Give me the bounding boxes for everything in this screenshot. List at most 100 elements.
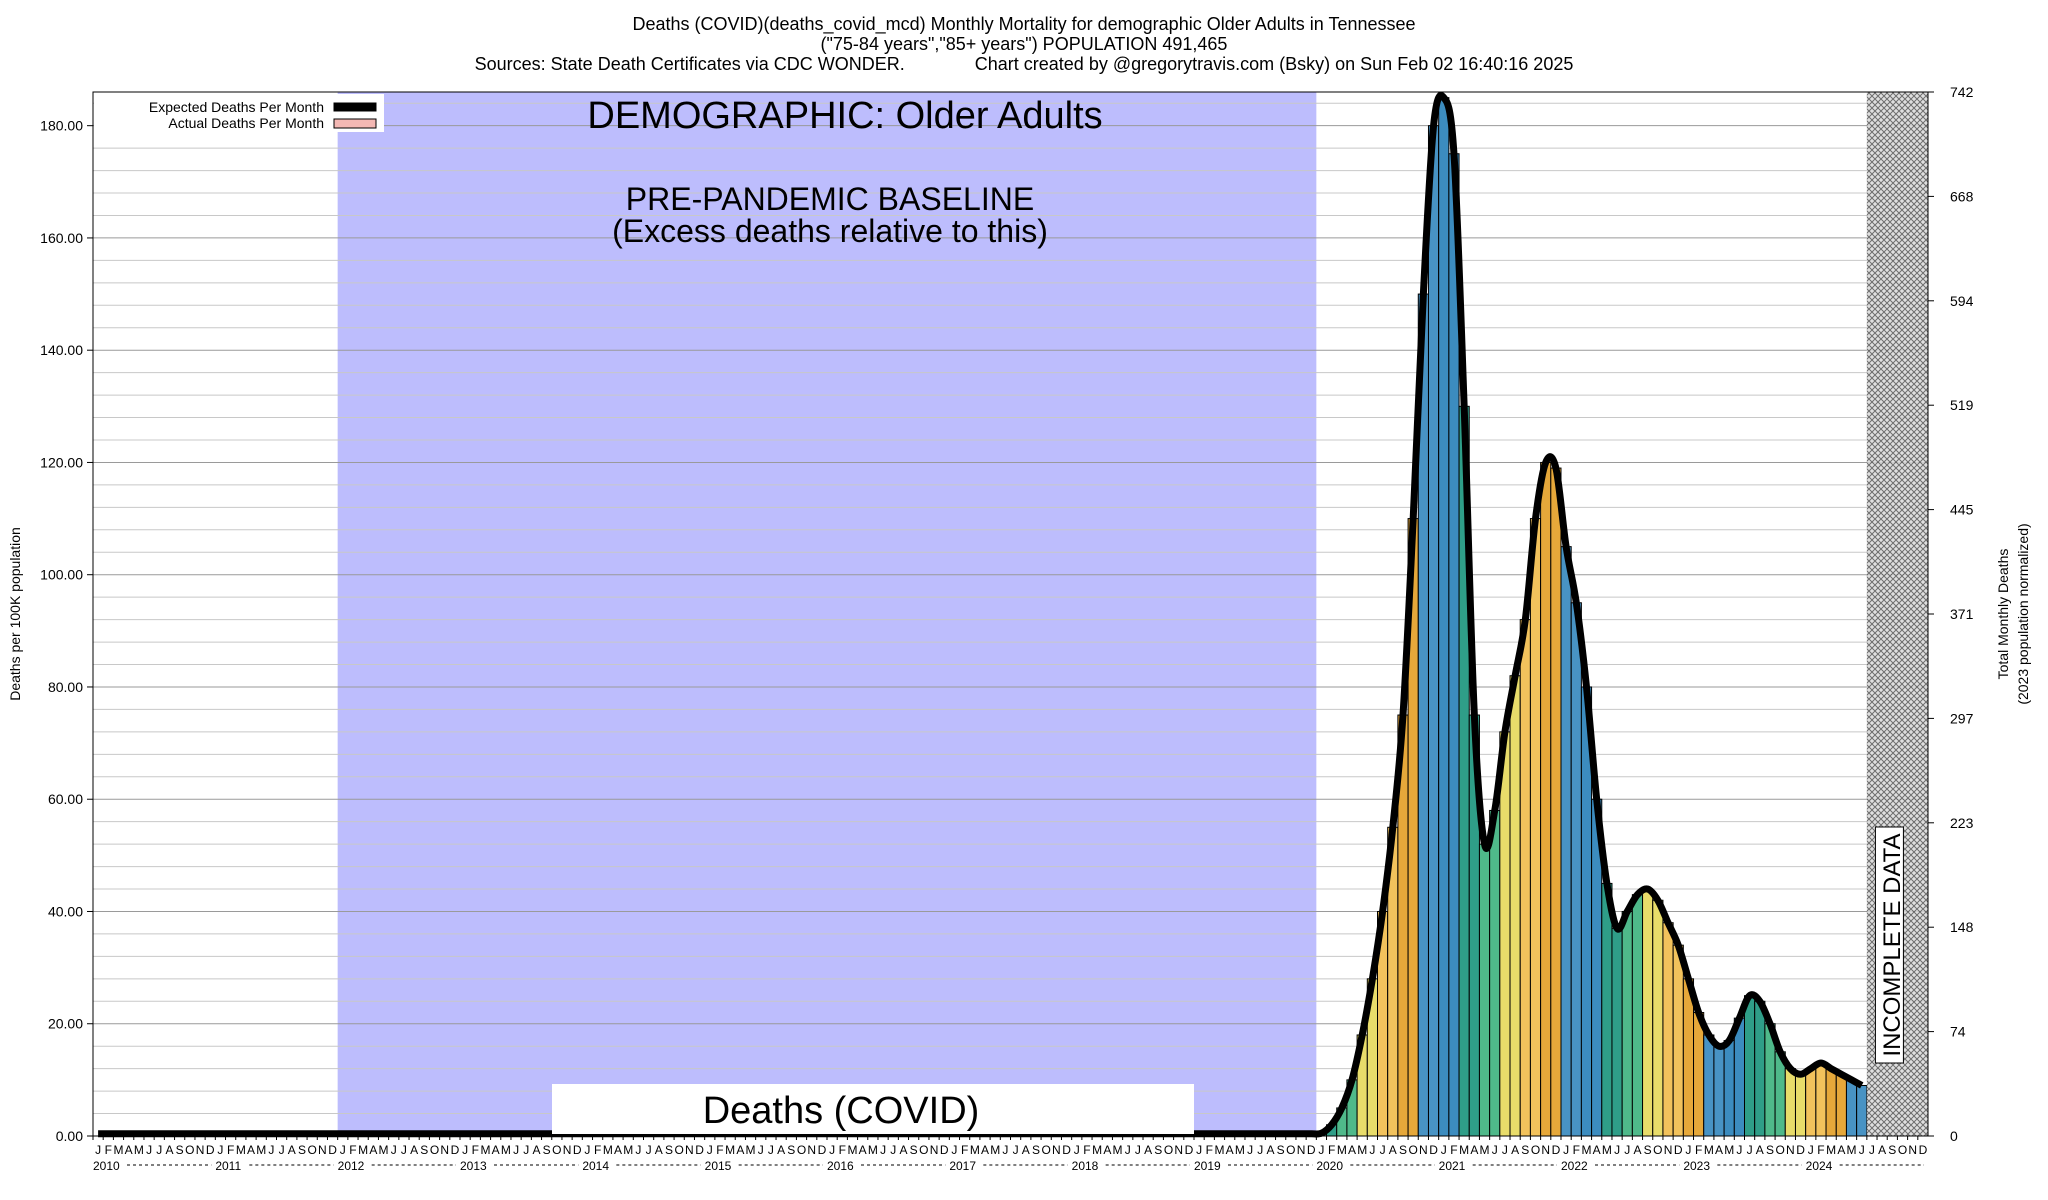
y2-tick-label: 371 xyxy=(1950,606,1974,622)
month-label: F xyxy=(716,1143,723,1157)
month-label: M xyxy=(603,1143,613,1157)
year-label: 2017 xyxy=(949,1159,976,1173)
month-label: A xyxy=(1878,1143,1886,1157)
month-label: O xyxy=(919,1143,928,1157)
month-label: M xyxy=(1113,1143,1123,1157)
month-label: A xyxy=(1266,1143,1274,1157)
bar xyxy=(1693,1012,1705,1137)
month-label: M xyxy=(868,1143,878,1157)
month-label: N xyxy=(563,1143,572,1157)
incomplete-label-box xyxy=(1874,826,1904,1064)
y2-axis-label: Total Monthly Deaths xyxy=(1995,549,2011,680)
bar xyxy=(1835,1073,1847,1137)
month-label: D xyxy=(940,1143,949,1157)
month-label: O xyxy=(1164,1143,1173,1157)
month-label: J xyxy=(1257,1143,1263,1157)
y2-tick-label: 668 xyxy=(1950,188,1974,204)
month-label: M xyxy=(1214,1143,1224,1157)
month-label: D xyxy=(328,1143,337,1157)
month-label: S xyxy=(1032,1143,1040,1157)
month-label: S xyxy=(1154,1143,1162,1157)
month-label: M xyxy=(134,1143,144,1157)
demographic-title: DEMOGRAPHIC: Older Adults xyxy=(587,95,1102,137)
month-label: N xyxy=(196,1143,205,1157)
month-label: M xyxy=(1235,1143,1245,1157)
month-label: F xyxy=(349,1143,356,1157)
month-label: J xyxy=(1002,1143,1008,1157)
month-label: M xyxy=(379,1143,389,1157)
month-label: A xyxy=(655,1143,663,1157)
year-label: 2013 xyxy=(460,1159,487,1173)
bar xyxy=(1560,546,1572,1137)
y2-tick-label: 519 xyxy=(1950,397,1974,413)
month-label: M xyxy=(623,1143,633,1157)
month-label: N xyxy=(807,1143,816,1157)
month-label: N xyxy=(1174,1143,1183,1157)
y2-tick-label: 0 xyxy=(1950,1128,1958,1144)
month-label: N xyxy=(685,1143,694,1157)
month-label: F xyxy=(105,1143,112,1157)
bar xyxy=(1805,1068,1817,1137)
bar xyxy=(1601,882,1613,1137)
month-label: J xyxy=(880,1143,886,1157)
month-label: N xyxy=(440,1143,449,1157)
month-label: O xyxy=(1898,1143,1907,1157)
y-tick-label: 180.00 xyxy=(40,118,83,134)
bar xyxy=(1815,1062,1827,1137)
month-label: A xyxy=(165,1143,173,1157)
bar xyxy=(1631,894,1644,1137)
month-label: O xyxy=(675,1143,684,1157)
bar xyxy=(1499,731,1511,1137)
y2-tick-label: 594 xyxy=(1950,293,1974,309)
legend-actual-label: Actual Deaths Per Month xyxy=(168,115,324,131)
month-label: J xyxy=(1247,1143,1253,1157)
month-label: J xyxy=(1747,1143,1753,1157)
annotations: DEMOGRAPHIC: Older Adults PRE-PANDEMIC BA… xyxy=(552,95,1194,1134)
month-label: A xyxy=(125,1143,133,1157)
month-label: A xyxy=(981,1143,989,1157)
month-label: O xyxy=(308,1143,317,1157)
month-label: M xyxy=(1092,1143,1102,1157)
month-label: D xyxy=(1674,1143,1683,1157)
month-label: S xyxy=(910,1143,918,1157)
month-label: D xyxy=(818,1143,827,1157)
bar xyxy=(1703,1034,1715,1137)
month-label: J xyxy=(1869,1143,1875,1157)
month-label: M xyxy=(480,1143,490,1157)
bar xyxy=(1519,619,1531,1137)
month-label: F xyxy=(961,1143,968,1157)
y2-axis-label: (2023 population normalized) xyxy=(2015,523,2031,704)
month-label: A xyxy=(1837,1143,1845,1157)
month-label: J xyxy=(1685,1143,1691,1157)
month-label: O xyxy=(552,1143,561,1157)
month-label: J xyxy=(95,1143,101,1157)
month-label: M xyxy=(990,1143,1000,1157)
y2-tick-label: 445 xyxy=(1950,502,1974,518)
bar xyxy=(1509,675,1521,1137)
year-label: 2022 xyxy=(1561,1159,1588,1173)
month-label: J xyxy=(1125,1143,1131,1157)
month-label: D xyxy=(695,1143,704,1157)
month-label: J xyxy=(1502,1143,1508,1157)
y2-tick-label: 74 xyxy=(1950,1024,1966,1040)
month-label: F xyxy=(1083,1143,1090,1157)
bar xyxy=(1550,467,1562,1137)
y-tick-label: 40.00 xyxy=(48,903,83,919)
month-label: M xyxy=(1847,1143,1857,1157)
month-label: D xyxy=(206,1143,215,1157)
month-label: A xyxy=(410,1143,418,1157)
month-label: F xyxy=(839,1143,846,1157)
bar xyxy=(1825,1068,1837,1137)
bar xyxy=(1652,899,1664,1137)
month-label: M xyxy=(1357,1143,1367,1157)
y-tick-label: 120.00 xyxy=(40,454,83,470)
month-label: J xyxy=(146,1143,152,1157)
month-label: A xyxy=(1756,1143,1764,1157)
month-label: D xyxy=(1429,1143,1438,1157)
legend-actual-swatch xyxy=(333,118,377,129)
month-label: A xyxy=(1593,1143,1601,1157)
month-label: S xyxy=(298,1143,306,1157)
incomplete-region: INCOMPLETE DATA xyxy=(1866,92,1928,1136)
month-label: J xyxy=(890,1143,896,1157)
month-label: F xyxy=(1573,1143,1580,1157)
